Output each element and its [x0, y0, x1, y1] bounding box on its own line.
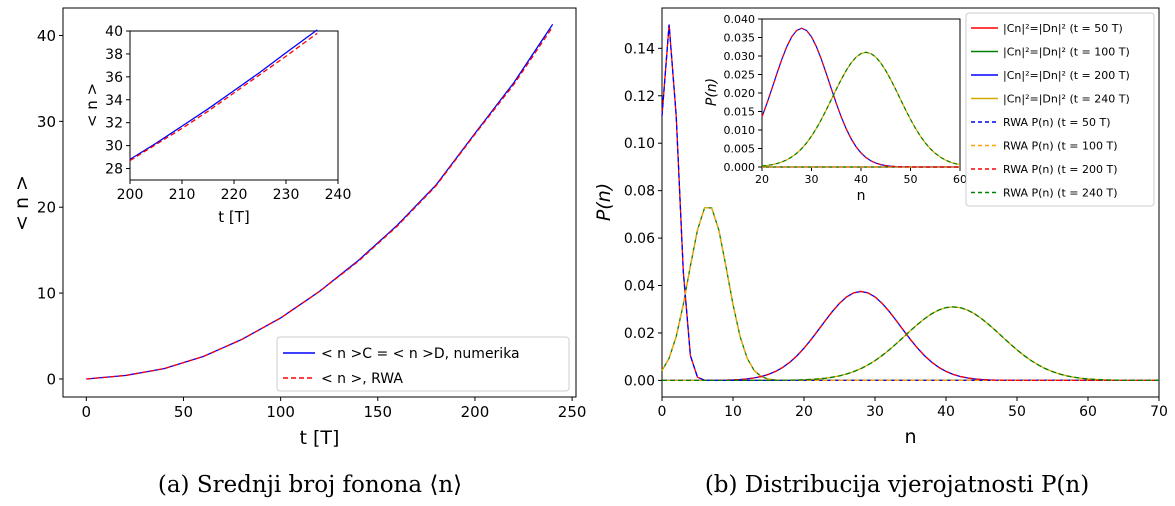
chart-a: 0 50 100 150 200 250 0 10 20 30 40 t [T] < n > < n >C…	[11, 8, 586, 498]
legend-label-0: |Cn|²=|Dn|² (t = 50 T)	[1003, 22, 1123, 35]
inset-b: 20 30 40 50 60 0.000 0.005 0.010 0.015 0.020 0.025…	[704, 13, 967, 204]
inset-bg	[130, 31, 338, 180]
y-tick-label: 0.02	[624, 326, 655, 342]
inset-bg	[762, 19, 960, 167]
series-line-2	[662, 291, 1159, 380]
x-tick-label: 200	[461, 403, 490, 421]
x-tick-label: 220	[221, 187, 248, 203]
legend-label-5: RWA P(n) (t = 100 T)	[1003, 140, 1118, 153]
y-tick-label: 0.14	[624, 41, 655, 57]
y-tick-label: 40	[105, 24, 123, 40]
y-tick-label: 36	[105, 70, 123, 86]
x-tick-label: 150	[363, 403, 392, 421]
y-tick-label: 0.030	[724, 50, 756, 63]
y-tick-label: 0.000	[724, 161, 756, 174]
x-tick-label: 100	[266, 403, 295, 421]
x-axis-label: t [T]	[300, 427, 340, 449]
y-tick-label: 0.00	[624, 373, 655, 389]
x-tick-label: 70	[1150, 404, 1168, 420]
series-line-1	[662, 208, 1159, 381]
series-line-5	[662, 208, 1159, 381]
y-tick-label: 32	[105, 116, 123, 132]
x-tick-label: 240	[325, 187, 352, 203]
caption-b: (b) Distribucija vjerojatnosti P(n)	[705, 472, 1089, 498]
caption-a: (a) Srednji broj fonona ⟨n⟩	[158, 472, 462, 498]
x-tick-label: 60	[1079, 404, 1097, 420]
inset-a: 200 210 220 230 240 28 30 32 34 36 38 40 t [T] < n >	[83, 24, 351, 226]
y-tick-label: 0	[46, 370, 56, 388]
y-axis-label: P(n)	[593, 183, 615, 221]
x-tick-label: 210	[169, 187, 196, 203]
legend-label-0: < n >C = < n >D, numerika	[321, 346, 520, 362]
y-tick-label: 0.06	[624, 231, 655, 247]
y-tick-label: 0.010	[724, 124, 756, 137]
x-tick-label: 60	[953, 173, 967, 186]
x-tick-label: 30	[866, 404, 884, 420]
legend-label-4: RWA P(n) (t = 50 T)	[1003, 116, 1111, 129]
legend-label-1: < n >, RWA	[321, 371, 403, 387]
y-tick-label: 34	[105, 93, 123, 109]
y-axis-label: < n >	[11, 175, 33, 231]
y-tick-label: 0.12	[624, 89, 655, 105]
legend-label-2: |Cn|²=|Dn|² (t = 200 T)	[1003, 69, 1130, 82]
inset-y-axis-label: < n >	[83, 83, 101, 127]
x-axis-label: n	[904, 426, 916, 448]
y-tick-label: 0.10	[624, 136, 655, 152]
y-tick-label: 28	[105, 162, 123, 178]
chart-b: 0 10 20 30 40 50 60 70 0.00 0.02 0.04 0.06 0.08 0.10 0…	[593, 8, 1168, 498]
x-tick-label: 200	[117, 187, 144, 203]
inset-x-axis-label: n	[857, 188, 866, 204]
x-tick-label: 50	[174, 403, 193, 421]
y-tick-label: 0.005	[724, 142, 756, 155]
x-tick-label: 50	[1008, 404, 1026, 420]
legend-frame	[966, 13, 1154, 206]
x-tick-label: 20	[795, 404, 813, 420]
x-tick-label: 10	[724, 404, 742, 420]
x-tick-label: 30	[805, 173, 819, 186]
x-tick-label: 0	[658, 404, 667, 420]
y-tick-label: 38	[105, 47, 123, 63]
inset-x-axis-label: t [T]	[218, 208, 250, 226]
legend-label-6: RWA P(n) (t = 200 T)	[1003, 163, 1118, 176]
x-tick-label: 40	[854, 173, 868, 186]
y-tick-label: 0.08	[624, 184, 655, 200]
y-tick-label: 10	[37, 284, 56, 302]
y-tick-label: 30	[105, 139, 123, 155]
x-tick-label: 0	[82, 403, 92, 421]
x-tick-label: 250	[558, 403, 587, 421]
x-tick-label: 20	[755, 173, 769, 186]
y-tick-label: 0.025	[724, 68, 756, 81]
legend-label-3: |Cn|²=|Dn|² (t = 240 T)	[1003, 93, 1130, 106]
y-tick-label: 0.015	[724, 105, 756, 118]
legend: |Cn|²=|Dn|² (t = 50 T) |Cn|²=|Dn|² (t = 1…	[966, 13, 1154, 206]
legend-label-7: RWA P(n) (t = 240 T)	[1003, 187, 1118, 200]
y-tick-label: 30	[37, 113, 56, 131]
x-tick-label: 50	[904, 173, 918, 186]
y-tick-label: 40	[37, 27, 56, 45]
x-tick-label: 40	[937, 404, 955, 420]
legend: < n >C = < n >D, numerika < n >, RWA	[277, 337, 569, 391]
series-line-6	[662, 291, 1159, 380]
y-tick-label: 0.020	[724, 87, 756, 100]
y-tick-label: 0.04	[624, 279, 655, 295]
y-tick-label: 0.040	[724, 13, 756, 26]
inset-y-axis-label: P(n)	[704, 78, 720, 106]
y-tick-label: 0.035	[724, 31, 756, 44]
x-tick-label: 230	[273, 187, 300, 203]
legend-label-1: |Cn|²=|Dn|² (t = 100 T)	[1003, 46, 1130, 59]
y-tick-label: 20	[37, 199, 56, 217]
